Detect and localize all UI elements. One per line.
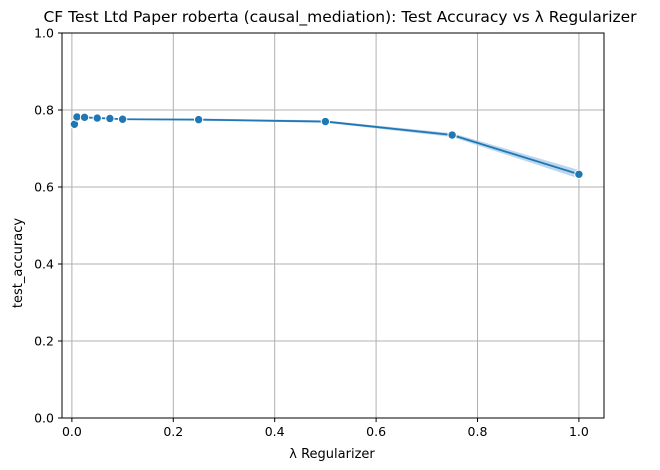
x-tick-label: 0.6 — [366, 424, 386, 439]
chart-title: CF Test Ltd Paper roberta (causal_mediat… — [43, 8, 637, 27]
data-point — [193, 114, 204, 125]
data-point — [447, 130, 457, 140]
x-axis-ticks: 0.0 0.2 0.4 0.6 0.8 1.0 — [62, 418, 589, 439]
y-tick-label: 0.0 — [34, 411, 54, 426]
y-tick-label: 0.2 — [34, 334, 54, 349]
x-tick-label: 1.0 — [569, 424, 589, 439]
data-point — [320, 116, 331, 127]
data-points — [69, 112, 584, 179]
x-tick-label: 0.4 — [265, 424, 285, 439]
grid-lines — [62, 32, 604, 419]
data-point — [574, 169, 584, 179]
y-tick-label: 0.6 — [34, 180, 54, 195]
data-point — [79, 112, 90, 123]
x-tick-label: 0.2 — [163, 424, 183, 439]
x-tick-label: 0.0 — [62, 424, 82, 439]
x-tick-label: 0.8 — [468, 424, 488, 439]
y-tick-label: 0.8 — [34, 103, 54, 118]
y-axis-ticks: 0.0 0.2 0.4 0.6 0.8 1.0 — [34, 26, 62, 426]
y-tick-label: 0.4 — [34, 257, 54, 272]
y-axis-label: test_accuracy — [11, 218, 26, 308]
x-axis-label: λ Regularizer — [289, 447, 375, 462]
data-point — [92, 113, 102, 123]
data-point — [105, 113, 115, 124]
y-tick-label: 1.0 — [34, 26, 54, 41]
plot-frame — [61, 32, 605, 419]
data-point — [117, 114, 128, 124]
